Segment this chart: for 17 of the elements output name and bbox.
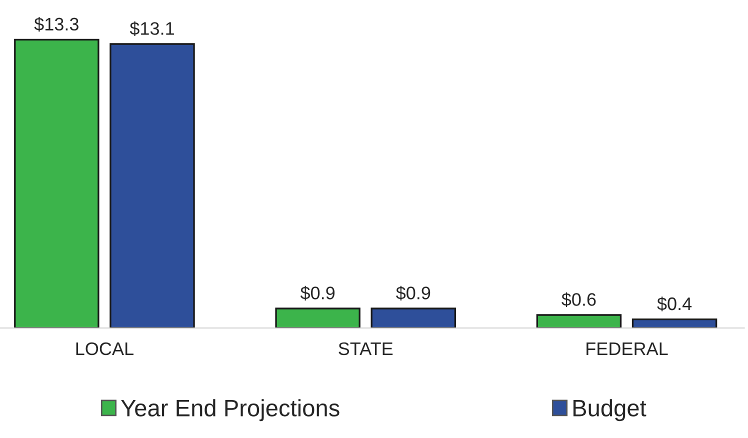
bar bbox=[632, 318, 718, 328]
data-label: $0.9 bbox=[300, 286, 335, 300]
data-label: $13.3 bbox=[34, 17, 78, 32]
data-label: $0.9 bbox=[396, 286, 430, 300]
x-tick-label: FEDERAL bbox=[586, 342, 668, 355]
data-label: $13.1 bbox=[130, 21, 174, 36]
data-label: $0.4 bbox=[657, 296, 692, 312]
bar bbox=[536, 314, 622, 328]
legend-label: Budget bbox=[573, 399, 646, 422]
bar bbox=[14, 38, 100, 328]
bar bbox=[370, 308, 456, 328]
legend-label: Year End Projections bbox=[121, 399, 340, 422]
bar bbox=[110, 43, 195, 328]
x-tick-label: STATE bbox=[338, 342, 393, 356]
bar bbox=[275, 308, 360, 328]
x-tick-label: LOCAL bbox=[76, 342, 134, 356]
data-label: $0.6 bbox=[562, 292, 596, 307]
